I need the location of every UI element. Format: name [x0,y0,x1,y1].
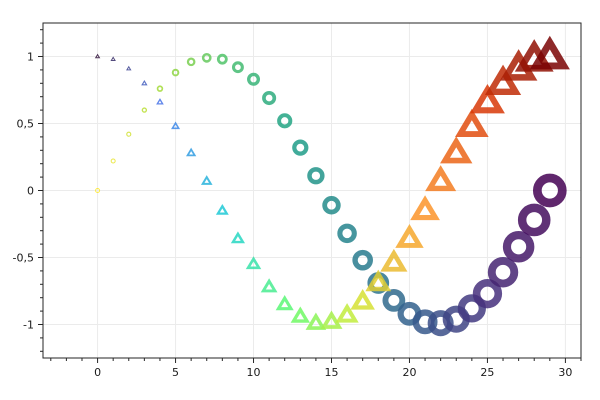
x-tick-label: 30 [558,366,572,379]
circle-point [517,203,551,237]
triangle-point [275,295,294,311]
triangle-point [425,165,457,192]
x-tick-label: 25 [480,366,494,379]
triangle-point [215,203,229,215]
triangle-point [126,65,132,71]
circle-point [262,90,277,106]
circle-point [472,279,503,309]
x-tick-label: 10 [247,366,261,379]
circle-point [382,288,406,312]
triangle-point [410,195,440,221]
triangle-point [156,98,164,105]
triangle-point [245,256,262,270]
triangle-point [455,108,489,138]
circle-point [322,196,341,215]
grid-layer [43,23,581,358]
circle-point [532,173,567,208]
triangle-point [230,231,246,244]
triangle-point [469,83,505,114]
triangle-point [141,79,148,86]
circle-point [216,53,228,65]
x-tick-label: 15 [324,366,338,379]
circle-point [502,231,535,263]
y-tick-label: -0,5 [13,252,34,265]
triangle-point [395,224,424,248]
triangle-point [200,175,213,185]
y-tick-label: 0,5 [17,118,35,131]
circle-point [277,113,293,129]
circle-point [156,85,164,92]
circle-point [292,139,309,156]
triangle-point [305,312,327,330]
circle-point [186,57,196,67]
x-tick-label: 20 [402,366,416,379]
marks-layer [94,35,570,337]
circle-point [457,294,486,323]
triangle-point [185,147,197,157]
circle-point [95,188,101,193]
x-tick-label: 5 [172,366,179,379]
circle-point [337,223,357,244]
axis-layer: 0 5 10 15 20 25 30 1 0,5 0 -0,5 -1 [13,29,582,379]
circle-point [201,52,212,63]
triangle-series [94,35,570,330]
triangle-point [440,136,473,164]
triangle-point [350,289,375,310]
triangle-point [529,35,570,70]
triangle-point [110,56,116,61]
x-tick-label: 0 [94,366,101,379]
y-tick-label: 1 [27,51,34,64]
triangle-point [94,53,101,59]
triangle-point [380,248,408,272]
triangle-point [171,121,181,130]
circle-point [307,167,325,185]
circle-point [126,131,132,137]
circle-point [171,68,180,77]
triangle-point [365,269,392,292]
y-tick-label: -1 [23,319,34,332]
circle-point [110,158,116,164]
circle-point [352,249,373,271]
y-tick-label: 0 [27,185,34,198]
circle-point [247,72,261,86]
circle-point [231,61,244,74]
triangle-point [320,310,343,329]
triangle-point [335,303,359,323]
triangle-point [484,64,522,95]
triangle-point [260,278,278,293]
triangle-point [290,306,310,323]
circle-point [487,257,519,288]
circle-point [141,107,148,113]
circle-series [95,52,567,337]
